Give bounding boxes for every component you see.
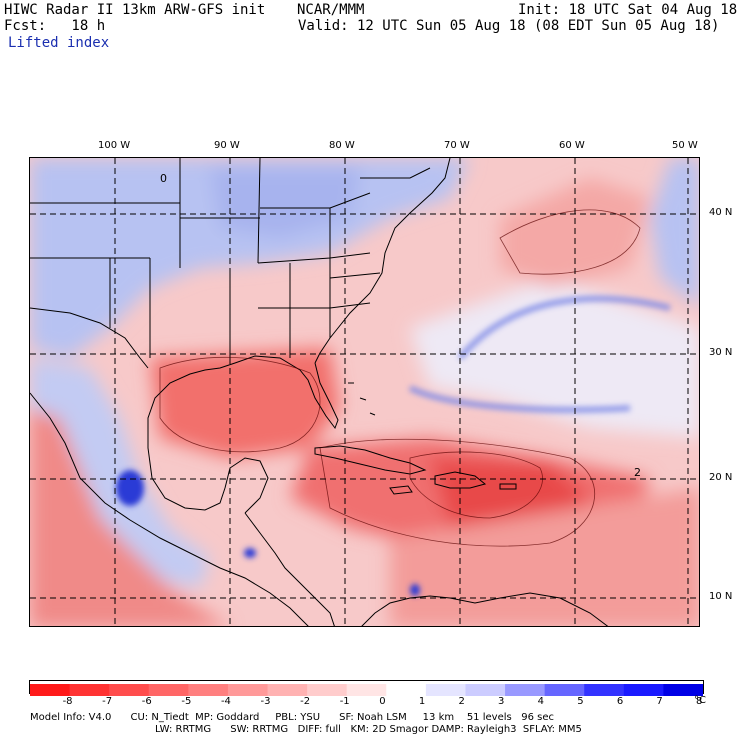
lon-label-100w: 100 W bbox=[98, 140, 131, 151]
colorbar-swatch bbox=[425, 684, 466, 696]
colorbar-swatch bbox=[505, 684, 546, 696]
colorbar-tick-label: -6 bbox=[141, 696, 152, 707]
colorbar bbox=[29, 680, 704, 696]
colorbar-swatch bbox=[227, 684, 269, 696]
colorbar-swatch bbox=[346, 684, 387, 696]
valid-time: Valid: 12 UTC Sun 05 Aug 18 (08 EDT Sun … bbox=[298, 18, 720, 34]
colorbar-tick-label: -5 bbox=[181, 696, 192, 707]
lat-label-20n: 20 N bbox=[709, 472, 733, 483]
colorbar-tick-label: 7 bbox=[656, 696, 663, 707]
lifted-index-map: 2 0 bbox=[29, 157, 700, 627]
colorbar-swatch bbox=[544, 684, 585, 696]
lon-label-80w: 80 W bbox=[329, 140, 355, 151]
colorbar-tick-label: -7 bbox=[102, 696, 113, 707]
colorbar-tick-label: 2 bbox=[458, 696, 465, 707]
lat-label-10n: 10 N bbox=[709, 591, 733, 602]
colorbar-tick-label: 4 bbox=[537, 696, 545, 707]
lat-label-40n: 40 N bbox=[709, 207, 733, 218]
lon-label-70w: 70 W bbox=[444, 140, 470, 151]
model-info-line2: LW: RRTMG SW: RRTMG DIFF: full KM: 2D Sm… bbox=[155, 724, 582, 735]
colorbar-swatch bbox=[465, 684, 506, 696]
contour-label-2: 2 bbox=[634, 466, 641, 479]
colorbar-tick-label: 0 bbox=[379, 696, 386, 707]
center-label: NCAR/MMM bbox=[297, 2, 365, 18]
colorbar-swatch bbox=[69, 684, 110, 696]
colorbar-tick-label: -4 bbox=[220, 696, 231, 707]
colorbar-swatch bbox=[386, 684, 427, 696]
colorbar-swatch bbox=[623, 684, 664, 696]
colorbar-swatch bbox=[307, 684, 348, 696]
lon-label-60w: 60 W bbox=[559, 140, 585, 151]
field-name: Lifted index bbox=[8, 35, 110, 51]
colorbar-tick-label: -2 bbox=[300, 696, 311, 707]
contour-label-0: 0 bbox=[160, 172, 167, 185]
colorbar-swatch bbox=[267, 684, 308, 696]
colorbar-swatch bbox=[30, 684, 71, 696]
model-info-line1: Model Info: V4.0 CU: N_Tiedt MP: Goddard… bbox=[30, 712, 555, 723]
colorbar-swatch bbox=[148, 684, 189, 696]
lat-label-30n: 30 N bbox=[709, 347, 733, 358]
colorbar-tick-label: 8 bbox=[696, 696, 703, 707]
colorbar-swatch bbox=[584, 684, 625, 696]
colorbar-swatch bbox=[188, 684, 229, 696]
colorbar-tick-label: 6 bbox=[616, 696, 624, 707]
colorbar-tick-label: 3 bbox=[498, 696, 505, 707]
colorbar-swatch bbox=[109, 684, 150, 696]
colorbar-tick-label: 5 bbox=[577, 696, 584, 707]
colorbar-tick-label: -3 bbox=[260, 696, 271, 707]
colorbar-tick-label: 1 bbox=[418, 696, 426, 707]
colorbar-swatch bbox=[663, 684, 704, 696]
lon-label-50w: 50 W bbox=[672, 140, 698, 151]
lon-label-90w: 90 W bbox=[214, 140, 240, 151]
model-title: HIWC Radar II 13km ARW-GFS init bbox=[4, 2, 266, 18]
forecast-hour: Fcst: 18 h bbox=[4, 18, 106, 34]
colorbar-tick-label: -8 bbox=[62, 696, 73, 707]
init-time: Init: 18 UTC Sat 04 Aug 18 bbox=[518, 2, 738, 18]
colorbar-tick-label: -1 bbox=[339, 696, 350, 707]
colorbar-unit: °C bbox=[694, 695, 706, 706]
